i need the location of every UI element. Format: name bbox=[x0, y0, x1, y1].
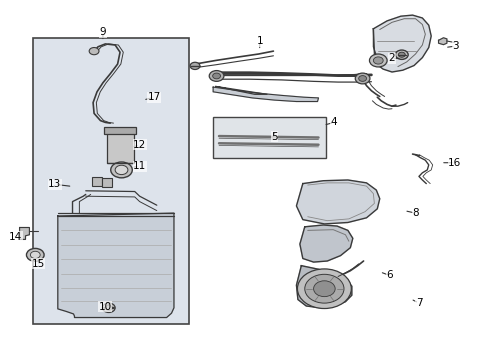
Bar bbox=[102, 178, 112, 187]
Text: 3: 3 bbox=[452, 41, 459, 51]
Text: 10: 10 bbox=[99, 302, 112, 312]
Circle shape bbox=[373, 57, 383, 64]
Polygon shape bbox=[58, 213, 174, 318]
Circle shape bbox=[305, 274, 344, 303]
Polygon shape bbox=[213, 87, 318, 102]
Text: 14: 14 bbox=[9, 232, 23, 242]
Text: 12: 12 bbox=[133, 140, 147, 150]
Polygon shape bbox=[296, 180, 380, 224]
Text: 11: 11 bbox=[133, 161, 147, 171]
Circle shape bbox=[355, 73, 370, 84]
Text: 7: 7 bbox=[416, 298, 422, 308]
Text: 1: 1 bbox=[256, 36, 263, 46]
Circle shape bbox=[111, 162, 132, 178]
Circle shape bbox=[395, 50, 408, 59]
Circle shape bbox=[30, 251, 40, 258]
Text: 13: 13 bbox=[48, 179, 62, 189]
Text: 15: 15 bbox=[31, 258, 45, 269]
Circle shape bbox=[213, 73, 220, 79]
Text: 4: 4 bbox=[331, 117, 338, 127]
Circle shape bbox=[398, 52, 405, 57]
Circle shape bbox=[89, 48, 99, 55]
Text: 16: 16 bbox=[448, 158, 462, 168]
Text: 17: 17 bbox=[147, 92, 161, 102]
Bar bbox=[33, 38, 189, 324]
Circle shape bbox=[297, 269, 351, 309]
Circle shape bbox=[369, 54, 387, 67]
Text: 9: 9 bbox=[99, 27, 106, 37]
Text: 2: 2 bbox=[389, 53, 395, 63]
Circle shape bbox=[102, 303, 115, 312]
Polygon shape bbox=[439, 38, 447, 45]
Bar bbox=[107, 133, 134, 163]
Circle shape bbox=[314, 281, 335, 297]
Polygon shape bbox=[20, 228, 29, 239]
Polygon shape bbox=[296, 266, 352, 308]
Circle shape bbox=[26, 248, 44, 261]
Circle shape bbox=[359, 76, 367, 81]
Text: 6: 6 bbox=[386, 270, 393, 280]
Bar bbox=[213, 117, 326, 158]
Circle shape bbox=[105, 305, 112, 310]
Text: 5: 5 bbox=[271, 132, 278, 142]
Polygon shape bbox=[373, 15, 431, 72]
Polygon shape bbox=[300, 225, 353, 262]
Bar bbox=[104, 127, 136, 134]
Circle shape bbox=[115, 165, 128, 175]
Text: 8: 8 bbox=[412, 208, 419, 218]
Circle shape bbox=[209, 71, 224, 81]
Circle shape bbox=[190, 62, 200, 69]
Bar bbox=[92, 177, 102, 186]
